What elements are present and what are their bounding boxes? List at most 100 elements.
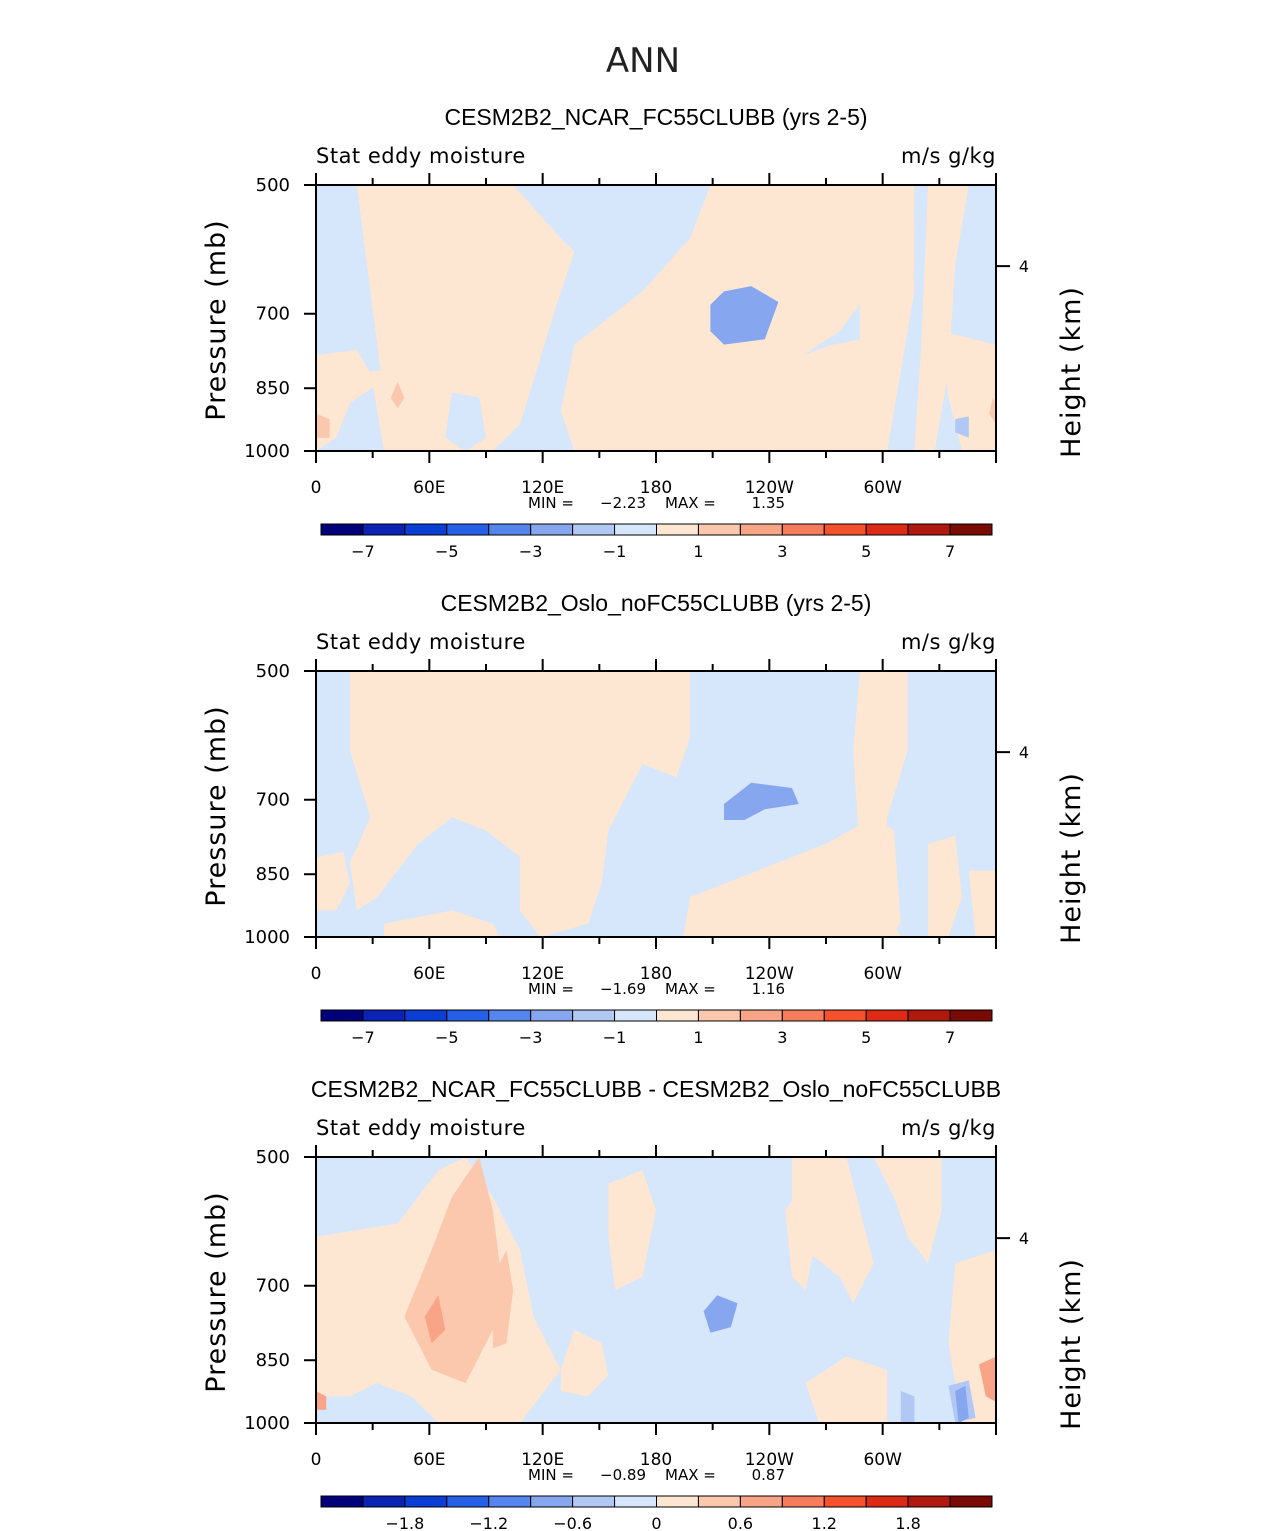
colorbar-swatch [781,523,825,536]
y-tick-label: 700 [256,1276,290,1297]
max-value: 1.16 [752,980,785,998]
max-value: 0.87 [752,1466,785,1484]
y-tick-label: 700 [256,790,290,811]
y-tick-label: 1000 [244,441,290,462]
right-axis-title: Height (km) [1056,772,1087,944]
figure-title: ANN [606,41,680,81]
x-tick-label: 120E [521,478,564,498]
min-value: −2.23 [600,494,646,512]
colorbar-swatch [614,1009,657,1022]
x-tick-label: 120W [745,478,794,498]
contour-region-11 [316,413,330,438]
y-axis-title: Pressure (mb) [201,219,232,420]
colorbar-swatch [530,1009,574,1022]
contour-region-12 [390,381,405,409]
contour-region-6 [928,835,962,937]
colorbar-label: 1.8 [895,1514,920,1531]
colorbar-swatch [823,523,867,536]
colorbar-label: −0.6 [553,1514,592,1531]
colorbar-label: −1.2 [469,1514,508,1531]
variable-label: Stat eddy moisture [316,630,526,654]
contour-region-14 [703,1295,738,1333]
colorbar-swatch [949,523,993,536]
min-value: −1.69 [600,980,646,998]
contour-region-12 [316,1391,327,1410]
colorbar-label: −7 [351,542,375,561]
colorbar-swatch [697,1009,741,1022]
contour-region-9 [445,392,486,451]
colorbar-label: −5 [435,1028,459,1047]
right-axis-title: Height (km) [1056,1258,1087,1430]
colorbar-label: 0 [651,1514,661,1531]
colorbar-label: −7 [351,1028,375,1047]
contour-region-5 [853,671,908,937]
y-tick-label: 500 [256,1147,290,1168]
y-tick-label: 500 [256,175,290,196]
y-tick-label: 500 [256,661,290,682]
contour-region-3 [608,1170,656,1290]
colorbar-swatch [781,1495,825,1508]
contour-region-8 [941,331,996,451]
colorbar-swatch [320,1009,364,1022]
contour-region-1 [350,671,690,937]
colorbar-label: 7 [945,542,955,561]
colorbar-swatch [530,523,574,536]
x-tick-label: 180 [640,478,672,498]
contour-region-16 [955,1385,969,1423]
contour-region-11 [424,1295,446,1344]
colorbar-swatch [572,1009,616,1022]
colorbar-label: 3 [777,1028,787,1047]
contour-region-6 [853,185,915,451]
colorbar-label: −1 [603,542,627,561]
chart-panel-1: CESM2B2_NCAR_FC55CLUBB (yrs 2-5) Stat edd… [201,104,1087,561]
colorbar-swatch [614,523,657,536]
colorbar-swatch [572,523,616,536]
colorbar-swatch [739,1009,783,1022]
contour-region-8 [805,1356,888,1423]
units-label: m/s g/kg [901,144,996,168]
right-tick-label: 4 [1019,257,1029,276]
colorbar-swatch [488,1009,532,1022]
colorbar-swatch [488,1495,532,1508]
colorbar-swatch [572,1495,616,1508]
x-tick-label: 60W [863,1450,902,1470]
colorbar-label: 5 [861,1028,871,1047]
colorbar-swatch [739,1495,783,1508]
colorbar-swatch [362,1495,406,1508]
colorbar-swatch [656,1009,699,1022]
contour-region-4 [683,817,901,937]
right-tick-label: 4 [1019,1229,1029,1248]
y-tick-label: 850 [256,864,290,885]
colorbar-swatch [656,523,699,536]
y-tick-label: 850 [256,378,290,399]
contour-region-14 [955,416,969,438]
min-label: MIN = [528,980,574,998]
colorbar-label: −3 [519,542,543,561]
colorbar-swatch [823,1009,867,1022]
contour-region-2 [560,1329,609,1397]
units-label: m/s g/kg [901,630,996,654]
colorbar-swatch [320,523,364,536]
contour-field [316,1157,996,1423]
y-tick-label: 850 [256,1350,290,1371]
colorbar-swatch [907,523,951,536]
x-tick-label: 60W [863,964,902,984]
colorbar-swatch [697,1495,741,1508]
x-tick-label: 60E [413,478,445,498]
right-tick-label: 4 [1019,743,1029,762]
x-tick-label: 60E [413,964,445,984]
contour-region-17 [900,1391,915,1423]
x-tick-label: 120W [745,964,794,984]
contour-region-7 [968,870,996,937]
min-label: MIN = [528,1466,574,1484]
contour-region-10 [710,286,779,345]
colorbar: −7 −5 −3 −1 1 3 5 7 [320,523,993,561]
contour-region-10 [492,1250,514,1349]
colorbar-swatch [865,1009,909,1022]
variable-label: Stat eddy moisture [316,1116,526,1140]
colorbar-label: 1 [693,1028,703,1047]
y-axis-title: Pressure (mb) [201,705,232,906]
colorbar-swatch [530,1495,574,1508]
x-tick-label: 0 [311,1450,322,1470]
